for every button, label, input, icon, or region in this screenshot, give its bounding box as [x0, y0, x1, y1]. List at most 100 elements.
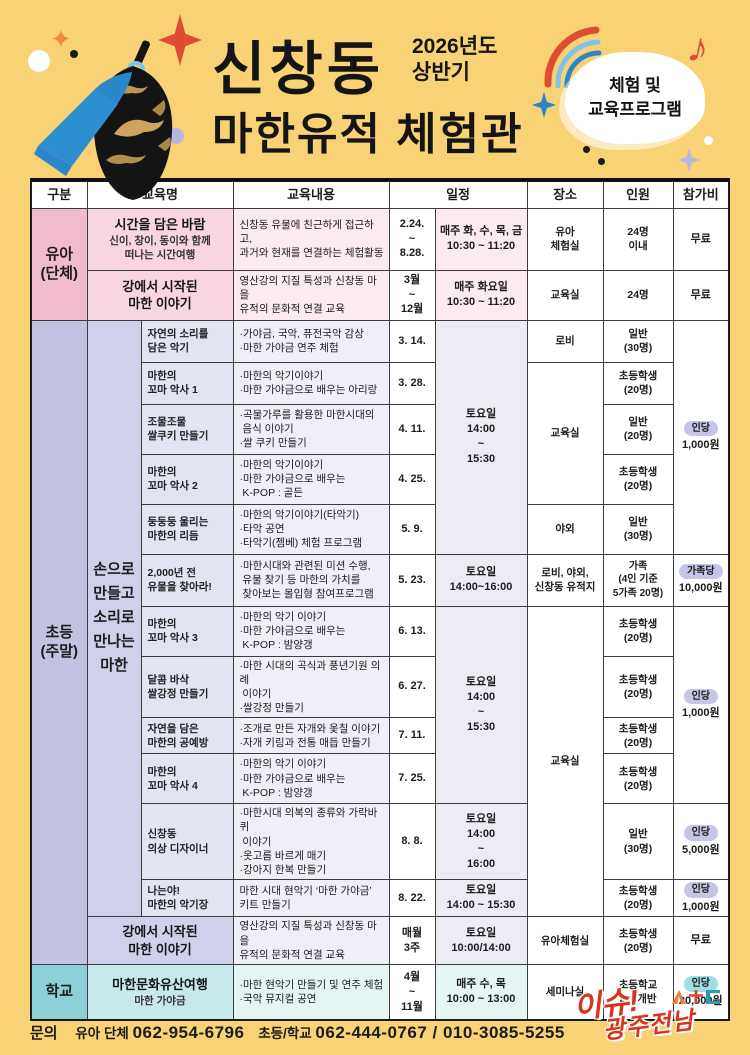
table-header-row: 구분 교육명 교육내용 일정 장소 인원 참가비 [30, 179, 730, 209]
program-content: ·마한 시대의 곡식과 풍년기원 의례 이야기 ·쌀강정 만들기 [232, 655, 390, 719]
program-capacity: 일반 (30명) [602, 803, 674, 881]
program-content: 영산강의 지질 특성과 신창동 마을 유적의 문화적 연결 교육 [232, 916, 390, 965]
program-name: 둥둥둥 울리는 마한의 리듬 [140, 503, 234, 555]
program-content: ·마한의 악기이야기 ·마한 가야금으로 배우는 아리랑 [232, 361, 390, 405]
program-date: 7. 25. [388, 753, 436, 805]
program-fee: 인당 1,000원 [672, 319, 730, 555]
program-time: 토요일 14:00 ~ 15:30 [434, 319, 528, 555]
gwangju-jeonnam-logo: 이슈! 광주전남 [572, 981, 696, 1046]
black-dot [70, 50, 78, 58]
program-place: 교육실 [526, 361, 604, 505]
col-header-place: 장소 [526, 179, 604, 209]
program-capacity: 일반 (20명) [602, 403, 674, 455]
program-name: 나는야! 마한의 악기장 [140, 879, 234, 918]
fee-amount: 5,000원 [681, 843, 720, 856]
program-capacity: 초등학생 (20명) [602, 361, 674, 405]
fee-unit-badge: 인당 [683, 420, 718, 437]
program-place: 교육실 [526, 605, 604, 918]
vase-illustration [34, 40, 173, 200]
program-content: ·마한의 악기 이야기 ·마한 가야금으로 배우는 K-POP : 밤양갱 [232, 753, 390, 805]
fee-amount: 1,000원 [681, 707, 720, 720]
program-date: 2.24. ~ 8.28. [388, 207, 436, 271]
fee-amount: 10,000원 [678, 582, 723, 595]
program-group-label: 손으로 만들고 소리로 만나는 마한 [86, 319, 142, 918]
program-date: 매월 3주 [388, 916, 436, 965]
program-time: 매주 화요일 10:30 ~ 11:20 [434, 269, 528, 321]
program-capacity: 일반 (30명) [602, 319, 674, 363]
program-time: 토요일 10:00/14:00 [434, 916, 528, 965]
program-date: 5. 9. [388, 503, 436, 555]
program-capacity: 일반 (30명) [602, 503, 674, 555]
program-content: ·마한의 악기이야기(타악기) ·타악 공연 ·타악기(젬베) 체험 프로그램 [232, 503, 390, 555]
table-row: 마한의 꼬마 악사 4 ·마한의 악기 이야기 ·마한 가야금으로 배우는 K-… [31, 753, 729, 805]
program-title: 강에서 시작된 마한 이야기 [86, 269, 234, 321]
contact-line: 문의 유아 단체 062-954-6796 초등/학교 062-444-0767… [30, 1022, 565, 1043]
program-place: 로비, 야외, 신창동 유적지 [526, 553, 604, 607]
blue-star-icon [532, 92, 556, 118]
program-date: 5. 23. [388, 553, 436, 607]
program-title: 강에서 시작된 마한 이야기 [86, 916, 234, 965]
table-row: 달콤 바삭 쌀강정 만들기 ·마한 시대의 곡식과 풍년기원 의례 이야기 ·쌀… [31, 655, 729, 719]
program-fee: 무료 [672, 916, 730, 965]
program-content: ·마한 현악기 만들기 및 연주 체험 ·국악 뮤지컬 공연 [232, 963, 390, 1021]
program-capacity: 초등학생 (20명) [602, 453, 674, 505]
program-date: 3월 ~ 12월 [388, 269, 436, 321]
black-dot [583, 146, 590, 153]
program-place: 야외 [526, 503, 604, 555]
program-name: 달콤 바삭 쌀강정 만들기 [140, 655, 234, 719]
program-capacity: 초등학생 (20명) [602, 655, 674, 719]
fee-unit-badge: 가족당 [678, 563, 723, 580]
program-date: 3. 28. [388, 361, 436, 405]
fee-unit-badge: 인당 [683, 688, 718, 705]
poster-title-line2: 마한유적 체험관 [212, 110, 524, 159]
program-place: 로비 [526, 319, 604, 363]
program-date: 7. 11. [388, 717, 436, 755]
program-capacity: 초등학생 (20명) [602, 916, 674, 965]
table-row: 강에서 시작된 마한 이야기 영산강의 지질 특성과 신창동 마을 유적의 문화… [31, 269, 730, 321]
fee-unit-badge: 인당 [683, 825, 718, 841]
poster-title-line1: 신창동 [212, 37, 385, 102]
col-header-category: 구분 [30, 179, 88, 209]
music-note-icon: ♪ [683, 22, 714, 73]
col-header-schedule: 일정 [388, 179, 528, 209]
program-place: 교육실 [526, 269, 604, 321]
program-name: 자연의 소리를 담은 악기 [140, 319, 234, 363]
table-row: 2,000년 전 유물을 찾아라! ·마한시대와 관련된 미션 수행, 유물 찾… [31, 553, 730, 607]
program-capacity: 가족 (4인 기준 5가족 20명) [602, 553, 674, 607]
vase-gold-decor [106, 85, 171, 164]
program-time: 토요일 14:00 ~ 15:30 [434, 879, 528, 918]
partner-logo-shape-3 [706, 990, 720, 1004]
program-name: 자연을 담은 마한의 공예방 [140, 717, 234, 755]
contact-phone-school: 062-444-0767 / 010-3085-5255 [315, 1023, 565, 1042]
fee-amount: 1,000원 [681, 439, 720, 452]
purple-star-icon [678, 148, 700, 172]
fee-unit-badge: 인당 [683, 976, 718, 992]
program-capacity: 초등학생 (20명) [602, 879, 674, 918]
col-header-capacity: 인원 [602, 179, 674, 209]
section-label-text: 유아 (단체) [40, 245, 79, 283]
program-place: 유아 체험실 [526, 207, 604, 271]
program-content: ·마한의 악기 이야기 ·마한 가야금으로 배우는 K-POP : 밤양갱 [232, 605, 390, 657]
program-content: ·마한시대와 관련된 미션 수행, 유물 찾기 등 마한의 가치를 찾아보는 몰… [232, 553, 390, 607]
program-place: 세미나실 [526, 963, 604, 1021]
program-content: ·곡물가루를 활용한 마한시대의 음식 이야기 ·쌀 쿠키 만들기 [232, 403, 390, 455]
program-content: ·마한시대 의복의 종류와 가락바퀴 이야기 ·옷고름 바르게 매기 ·강아지 … [232, 803, 390, 881]
program-title: 마한문화유산여행 [112, 977, 208, 993]
white-dot [28, 50, 50, 72]
table-row: 둥둥둥 울리는 마한의 리듬 ·마한의 악기이야기(타악기) ·타악 공연 ·타… [31, 503, 729, 555]
program-time: 토요일 14:00 ~ 16:00 [434, 803, 528, 881]
program-fee: 인당 1,000원 [672, 879, 730, 918]
table-row: 초등 (주말) 손으로 만들고 소리로 만나는 마한 자연의 소리를 담은 악기… [30, 319, 730, 965]
program-content: 마한 시대 현악기 ‘마한 가야금’ 키트 만들기 [232, 879, 390, 918]
program-date: 3. 14. [388, 319, 436, 363]
table-row: 유아 (단체) 시간을 담은 바람 신이, 창이, 동이와 함께 떠나는 시간여행… [30, 207, 730, 321]
program-name: 2,000년 전 유물을 찾아라! [140, 553, 234, 607]
black-dot [598, 158, 605, 165]
program-name: 조물조물 쌀쿠키 만들기 [140, 403, 234, 455]
table-row: 마한의 꼬마 악사 1 ·마한의 악기이야기 ·마한 가야금으로 배우는 아리랑… [31, 361, 729, 505]
table-row: 신창동 의상 디자이너 ·마한시대 의복의 종류와 가락바퀴 이야기 ·옷고름 … [31, 803, 730, 881]
program-type-badge: 체험 및 교육프로그램 [565, 52, 705, 144]
program-fee: 무료 [672, 269, 730, 321]
program-capacity: 초등학생 (20명) [602, 717, 674, 755]
program-date: 4. 11. [388, 403, 436, 455]
